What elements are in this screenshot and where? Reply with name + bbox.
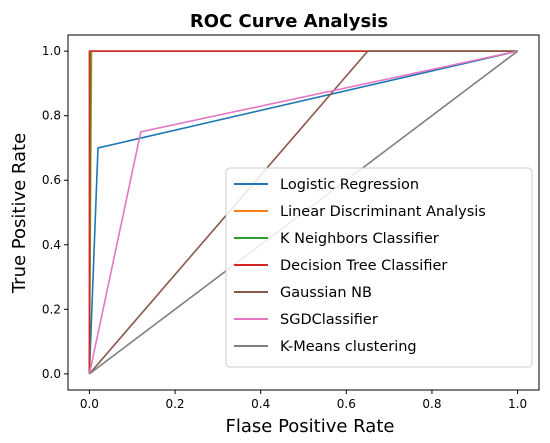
series-layer xyxy=(88,50,519,375)
series-line-5 xyxy=(88,50,518,375)
legend: Logistic Regression Linear Discriminant A… xyxy=(225,167,533,368)
chart-title: ROC Curve Analysis xyxy=(190,11,388,32)
legend-label-6: K-Means clustering xyxy=(280,339,417,355)
y-tick-label-0: 0.0 xyxy=(42,367,61,381)
legend-label-0: Logistic Regression xyxy=(280,177,419,193)
y-axis-ticks: 0.0 0.2 0.4 0.6 0.8 1.0 xyxy=(42,44,68,381)
y-tick-label-4: 0.8 xyxy=(42,109,61,123)
y-tick-label-1: 0.2 xyxy=(42,302,61,316)
y-tick-label-5: 1.0 xyxy=(42,44,61,58)
x-axis-label: Flase Positive Rate xyxy=(226,416,395,437)
x-tick-label-1: 0.2 xyxy=(165,397,184,411)
x-tick-label-4: 0.8 xyxy=(422,397,441,411)
x-tick-label-5: 1.0 xyxy=(508,397,527,411)
y-tick-label-3: 0.6 xyxy=(42,173,61,187)
x-tick-label-2: 0.4 xyxy=(251,397,270,411)
y-tick-label-2: 0.4 xyxy=(42,238,61,252)
x-axis-ticks: 0.0 0.2 0.4 0.6 0.8 1.0 xyxy=(80,390,527,411)
legend-label-3: Decision Tree Classifier xyxy=(280,258,447,274)
legend-label-5: SGDClassifier xyxy=(280,312,378,328)
legend-label-1: Linear Discriminant Analysis xyxy=(280,204,486,220)
plot-frame xyxy=(67,34,540,391)
legend-label-4: Gaussian NB xyxy=(280,285,372,301)
plot-area xyxy=(67,34,540,391)
legend-box xyxy=(225,167,533,368)
y-axis-label: True Positive Rate xyxy=(9,133,30,294)
x-tick-label-3: 0.6 xyxy=(337,397,356,411)
series-line-4 xyxy=(88,50,518,375)
series-line-0 xyxy=(88,50,518,374)
legend-label-2: K Neighbors Classifier xyxy=(280,231,439,247)
x-tick-label-0: 0.0 xyxy=(80,397,99,411)
